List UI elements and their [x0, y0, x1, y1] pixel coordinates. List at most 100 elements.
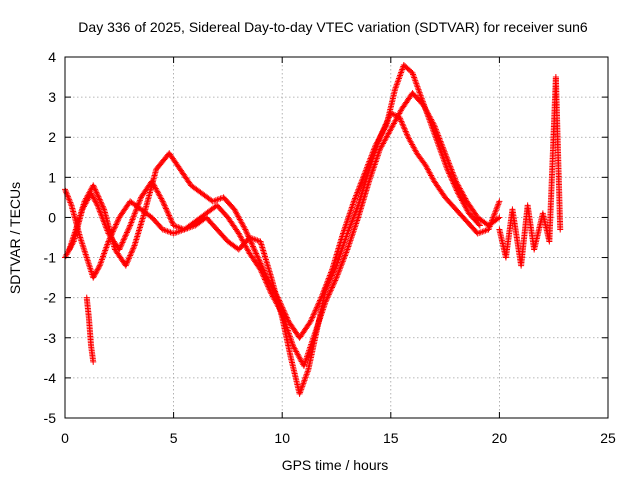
data-point — [494, 202, 501, 209]
data-point — [319, 291, 326, 298]
data-point — [247, 237, 254, 244]
y-tick-label: -2 — [44, 290, 57, 306]
data-point — [332, 276, 339, 283]
series-track-c — [66, 62, 483, 341]
data-point — [325, 293, 332, 300]
data-point — [491, 211, 498, 218]
data-point — [127, 252, 134, 259]
x-tick-label: 5 — [170, 430, 178, 446]
data-point — [324, 294, 331, 301]
data-point — [493, 205, 500, 212]
data-point — [256, 257, 263, 264]
data-point — [362, 167, 369, 174]
data-point — [324, 278, 331, 285]
data-point — [120, 238, 127, 245]
data-point — [340, 256, 347, 263]
data-point — [327, 287, 334, 294]
data-point — [323, 297, 330, 304]
data-point — [127, 222, 134, 229]
x-tick-label: 20 — [492, 430, 508, 446]
ticks: 0 5 10 15 20 25 -5 -4 -3 -2 -1 0 1 2 3 4 — [44, 49, 616, 446]
data-point — [337, 264, 344, 271]
data-point — [261, 268, 268, 275]
data-point — [79, 242, 86, 249]
data-point — [336, 265, 343, 272]
data-point — [118, 240, 125, 247]
data-point — [322, 282, 329, 289]
data-point — [327, 271, 334, 278]
data-point — [119, 239, 126, 246]
data-point — [131, 210, 138, 217]
data-point — [260, 266, 267, 273]
data-point — [336, 267, 343, 274]
data-point — [63, 189, 70, 196]
data-point — [367, 155, 374, 162]
data-point — [246, 236, 253, 243]
data-point — [332, 277, 339, 284]
data-point — [245, 233, 252, 240]
data-point — [81, 246, 88, 253]
data-point — [328, 268, 335, 275]
series-track-b — [62, 90, 503, 369]
data-point — [253, 250, 260, 257]
data-point — [125, 226, 132, 233]
data-point — [341, 227, 348, 234]
data-point — [86, 263, 93, 270]
data-point — [96, 196, 103, 203]
data-point — [255, 254, 262, 261]
data-point — [491, 210, 498, 217]
data-point — [365, 159, 372, 166]
data-point — [62, 187, 69, 194]
data-point — [125, 256, 132, 263]
x-tick-label: 25 — [600, 430, 616, 446]
data-point — [330, 281, 337, 288]
data-point — [80, 243, 87, 250]
data-point — [356, 185, 363, 192]
data-point — [135, 200, 142, 207]
data-point — [248, 240, 255, 247]
data-point — [308, 317, 315, 324]
data-point — [98, 200, 105, 207]
data-point — [165, 211, 172, 218]
data-point — [310, 311, 317, 318]
data-point — [83, 254, 90, 261]
data-point — [169, 219, 176, 226]
data-point — [99, 202, 106, 209]
data-point — [309, 313, 316, 320]
y-tick-label: -5 — [44, 410, 57, 426]
data-point — [115, 217, 122, 224]
data-point — [111, 225, 118, 232]
data-point — [340, 255, 347, 262]
data-point — [490, 213, 497, 220]
data-point — [278, 301, 285, 308]
data-point — [134, 204, 141, 211]
data-point — [317, 297, 324, 304]
data-point — [444, 166, 451, 173]
data-point — [123, 261, 130, 268]
data-point — [251, 247, 258, 254]
data-point — [114, 218, 121, 225]
data-point — [350, 198, 357, 205]
data-point — [314, 303, 321, 310]
data-point — [67, 200, 74, 207]
data-point — [343, 249, 350, 256]
data-point — [334, 271, 341, 278]
data-point — [447, 173, 454, 180]
data-point — [67, 199, 74, 206]
data-point — [342, 252, 349, 259]
data-point — [130, 215, 137, 222]
data-point — [325, 276, 332, 283]
data-point — [120, 236, 127, 243]
y-axis-label: SDTVAR / TECUs — [7, 182, 23, 294]
data-point — [280, 307, 287, 314]
y-tick-label: 3 — [48, 89, 56, 105]
data-point — [162, 205, 169, 212]
data-point — [128, 249, 135, 256]
data-point — [401, 125, 408, 132]
data-point — [283, 314, 290, 321]
data-point — [95, 195, 102, 202]
data-point — [335, 268, 342, 275]
data-point — [451, 183, 458, 190]
data-point — [403, 129, 410, 136]
data-point — [328, 269, 335, 276]
